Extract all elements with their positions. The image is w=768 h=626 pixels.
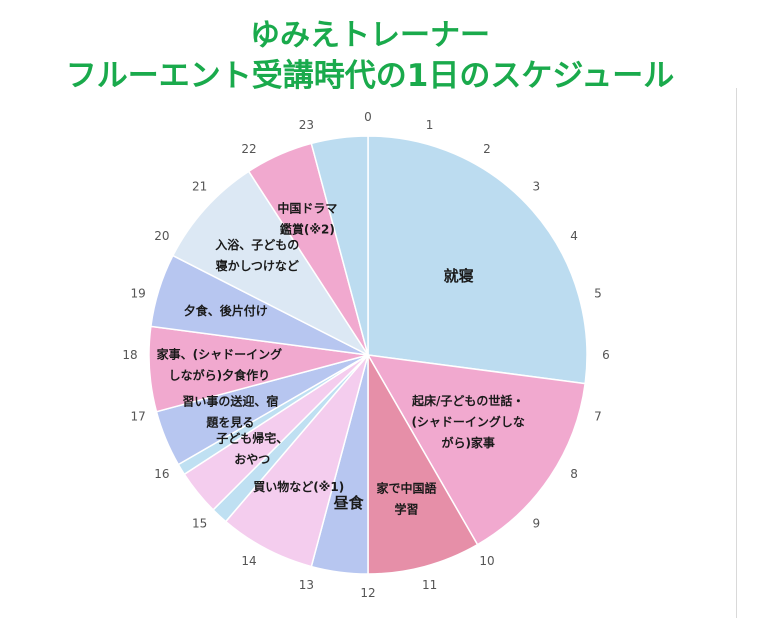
hour-tick-label: 2 [483, 142, 491, 156]
pie-slice [171, 170, 371, 357]
hour-tick-label: 17 [130, 410, 145, 424]
hour-tick-label: 23 [299, 118, 314, 132]
hour-tick-label: 7 [594, 410, 602, 424]
hour-tick-label: 1 [426, 118, 434, 132]
slice-label: 寝かしつけなど [216, 258, 299, 273]
slice-label: おやつ [234, 452, 270, 466]
hour-tick-label: 16 [154, 467, 169, 481]
hour-tick-label: 19 [130, 286, 145, 300]
pie-slices [148, 135, 588, 575]
slice-label: 子ども帰宅、 [216, 430, 288, 445]
slice-label: 起床/子どもの世話・ [411, 393, 524, 408]
slice-label: 家事、(シャドーイング [157, 346, 283, 361]
slice-label: 鑑賞(※2) [280, 222, 335, 237]
slice-label: 昼食 [334, 494, 365, 512]
slice-label: 買い物など(※1) [253, 479, 344, 494]
hour-tick-label: 18 [122, 348, 137, 362]
slice-label: 夕食、後片付け [184, 303, 268, 318]
hour-tick-label: 12 [360, 586, 375, 600]
slice-label: 習い事の送迎、宿 [182, 394, 278, 409]
chart-title-line2: フルーエント受講時代の1日のスケジュール [65, 58, 675, 94]
hour-tick-label: 11 [422, 578, 437, 592]
slice-label: 学習 [394, 502, 418, 517]
slice-label: 家で中国語 [376, 481, 436, 496]
hour-tick-label: 13 [299, 578, 314, 592]
hour-tick-label: 3 [532, 180, 540, 194]
hour-tick-label: 22 [241, 142, 256, 156]
hour-tick-label: 0 [364, 110, 372, 124]
hour-tick-label: 20 [154, 229, 169, 243]
hour-tick-label: 4 [570, 229, 578, 243]
slice-label: がら)家事 [441, 435, 495, 450]
hour-tick-label: 8 [570, 467, 578, 481]
hour-tick-label: 9 [532, 516, 540, 530]
hour-tick-label: 5 [594, 286, 602, 300]
slice-label: 中国ドラマ [277, 201, 337, 216]
hour-tick-label: 6 [602, 348, 610, 362]
hour-tick-label: 21 [192, 180, 207, 194]
pie-slice [367, 352, 479, 575]
hour-tick-label: 15 [192, 516, 207, 530]
pie-slice [367, 135, 588, 385]
slice-label: 題を見る [206, 415, 254, 430]
panel-divider [736, 88, 737, 618]
slice-label: 就寝 [444, 267, 474, 285]
hour-tick-label: 14 [241, 554, 256, 568]
pie-slice [310, 135, 369, 356]
slice-label: しながら)夕食作り [169, 367, 271, 382]
chart-title-line1: ゆみえトレーナー [250, 18, 490, 53]
slice-label: (シャドーイングしな [411, 414, 525, 429]
hour-tick-label: 10 [479, 554, 494, 568]
pie-slice [366, 354, 586, 546]
slice-label: 入浴、子どもの [215, 237, 299, 252]
